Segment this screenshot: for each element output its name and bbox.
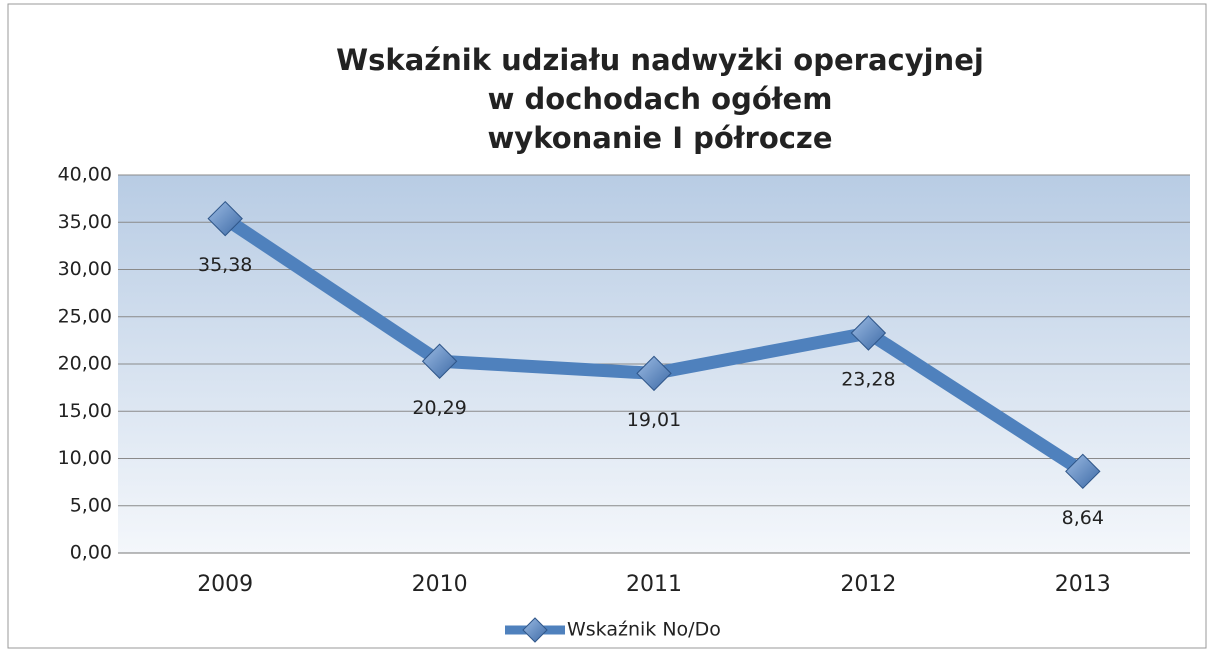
x-tick-label: 2010 xyxy=(412,572,468,597)
marker xyxy=(207,200,243,237)
data-label: 23,28 xyxy=(841,369,895,391)
data-label: 19,01 xyxy=(627,409,681,431)
y-tick-label: 5,00 xyxy=(70,494,112,516)
y-tick-label: 10,00 xyxy=(58,447,112,469)
chart-title: Wskaźnik udziału nadwyżki operacyjnej xyxy=(336,43,984,77)
legend-label: Wskaźnik No/Do xyxy=(567,619,721,641)
chart-title: w dochodach ogółem xyxy=(488,82,833,116)
y-tick-label: 35,00 xyxy=(58,211,112,233)
y-tick-label: 15,00 xyxy=(58,400,112,422)
y-tick-label: 0,00 xyxy=(70,542,112,564)
marker xyxy=(421,343,458,379)
y-tick-label: 40,00 xyxy=(58,164,112,186)
x-tick-label: 2012 xyxy=(840,572,896,597)
data-label: 35,38 xyxy=(198,254,252,276)
data-label: 8,64 xyxy=(1062,507,1104,529)
y-tick-label: 30,00 xyxy=(58,258,112,280)
x-tick-label: 2011 xyxy=(626,572,682,597)
x-tick-label: 2013 xyxy=(1055,572,1111,597)
legend-marker xyxy=(522,617,548,643)
marker xyxy=(850,315,887,351)
marker xyxy=(636,355,672,392)
chart-title: wykonanie I półrocze xyxy=(488,121,833,155)
data-label: 20,29 xyxy=(412,397,466,419)
frame xyxy=(7,3,1207,649)
y-tick-label: 25,00 xyxy=(58,305,112,327)
y-tick-label: 20,00 xyxy=(58,353,112,375)
marker xyxy=(1065,453,1101,490)
x-tick-label: 2009 xyxy=(197,572,253,597)
